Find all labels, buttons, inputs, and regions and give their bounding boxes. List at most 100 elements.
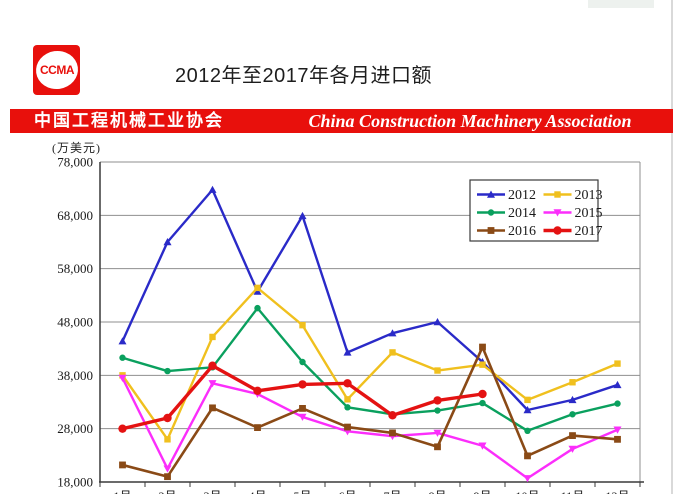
x-tick-label: 2月 — [158, 489, 176, 494]
series-marker-2013 — [524, 396, 531, 404]
series-marker-2015 — [433, 429, 442, 437]
series-marker-2015 — [568, 445, 577, 453]
y-tick-label: 28,000 — [57, 421, 93, 436]
x-tick-label: 9月 — [473, 489, 491, 494]
y-axis-unit-label: (万美元) — [52, 141, 101, 155]
series-marker-2015 — [478, 442, 487, 450]
legend-marker-2013 — [554, 191, 561, 198]
series-marker-2015 — [523, 475, 532, 483]
series-marker-2014 — [479, 399, 486, 407]
y-tick-label: 58,000 — [57, 261, 93, 276]
top-right-artifact — [588, 0, 654, 8]
series-line-2013 — [121, 286, 619, 441]
x-tick-label: 5月 — [293, 489, 311, 494]
series-marker-2016 — [254, 424, 261, 431]
ccma-logo-oval: CCMA — [33, 48, 80, 92]
x-tick-label: 8月 — [428, 489, 446, 494]
series-marker-2014 — [299, 358, 306, 366]
series-marker-2016 — [344, 423, 351, 431]
series-marker-2016 — [434, 443, 441, 451]
series-marker-2013 — [434, 367, 441, 374]
line-chart: 78,000 68,000 58,000 48,000 38,000 28,000 18,0… — [0, 150, 678, 499]
series-marker-2015 — [298, 413, 307, 421]
x-tick-label: 6月 — [338, 489, 356, 494]
x-tick-label: 11月 — [561, 489, 585, 494]
series-marker-2014 — [164, 367, 171, 375]
y-tick-label: 78,000 — [57, 155, 93, 170]
series-marker-2013 — [344, 396, 351, 403]
series-marker-2017 — [163, 413, 172, 423]
x-tick-label: 12月 — [605, 489, 629, 494]
series-marker-2013 — [299, 322, 306, 329]
series-marker-2017 — [298, 380, 307, 389]
x-tick-label: 3月 — [203, 489, 221, 494]
series-marker-2015 — [208, 380, 217, 388]
legend-label-2014: 2014 — [508, 206, 536, 221]
series-marker-2013 — [479, 361, 486, 368]
series-marker-2014 — [524, 427, 531, 434]
series-marker-2017 — [388, 411, 397, 420]
chart-svg: 78,000 68,000 58,000 48,000 38,000 28,000 18,0… — [57, 155, 644, 499]
ccma-logo: CCMA — [33, 45, 80, 95]
series-marker-2017 — [208, 361, 217, 370]
series-line-2014 — [121, 306, 619, 432]
series-marker-2017 — [343, 379, 352, 388]
legend-marker-2017 — [553, 226, 562, 235]
y-tick-label: 68,000 — [57, 208, 93, 223]
page-title: 2012年至2017年各月进口额 — [175, 65, 432, 87]
legend-label-2016: 2016 — [508, 224, 536, 239]
series-marker-2013 — [614, 360, 621, 367]
y-tick-label: 48,000 — [57, 315, 93, 330]
legend-label-2015: 2015 — [575, 206, 603, 221]
series-marker-2017 — [478, 389, 487, 399]
series-marker-2013 — [389, 349, 396, 356]
legend-label-2013: 2013 — [575, 188, 603, 203]
series-marker-2014 — [614, 400, 621, 407]
series-marker-2013 — [209, 333, 216, 341]
series-marker-2016 — [524, 452, 531, 460]
x-tick-label: 1月 — [113, 489, 131, 494]
series-marker-2016 — [569, 432, 576, 439]
association-banner: 中国工程机械工业协会 China Construction Machinery … — [10, 109, 673, 133]
series-marker-2012 — [163, 238, 172, 246]
series-marker-2017 — [433, 396, 442, 405]
series-marker-2012 — [298, 211, 307, 220]
series-marker-2016 — [299, 405, 306, 412]
legend-label-2017: 2017 — [575, 224, 603, 239]
series-marker-2017 — [118, 424, 127, 433]
series-marker-2016 — [479, 343, 486, 351]
series-marker-2014 — [569, 411, 576, 418]
series-marker-2015 — [118, 374, 127, 382]
association-name-cn: 中国工程机械工业协会 — [34, 111, 224, 130]
y-tick-label: 18,000 — [57, 475, 93, 490]
x-tick-label: 4月 — [248, 489, 266, 494]
y-tick-label: 38,000 — [57, 368, 93, 383]
series-marker-2016 — [164, 473, 171, 481]
series-marker-2012 — [523, 406, 532, 414]
association-name-en: China Construction Machinery Association — [308, 111, 632, 131]
series-marker-2012 — [253, 287, 262, 295]
legend-marker-2012 — [487, 190, 495, 198]
series-marker-2016 — [614, 435, 621, 443]
page-right-border — [671, 0, 673, 494]
x-tick-label: 10月 — [515, 489, 539, 494]
series-line-2012 — [121, 188, 619, 412]
series-marker-2017 — [253, 386, 262, 395]
series-marker-2014 — [119, 354, 126, 361]
series-marker-2015 — [163, 465, 172, 473]
x-tick-label: 7月 — [383, 489, 401, 494]
series-marker-2016 — [209, 404, 216, 412]
series-marker-2013 — [164, 436, 171, 443]
series-marker-2012 — [343, 348, 352, 356]
series-marker-2016 — [119, 461, 126, 469]
series-marker-2014 — [434, 407, 441, 414]
series-marker-2012 — [208, 185, 217, 193]
series-marker-2012 — [433, 318, 442, 326]
series-marker-2012 — [388, 329, 397, 337]
series-marker-2012 — [568, 395, 577, 404]
series-marker-2012 — [118, 337, 127, 345]
ccma-logo-text: CCMA — [39, 63, 74, 77]
series-line-2015 — [121, 376, 619, 480]
legend-marker-2016 — [487, 227, 495, 234]
series-marker-2013 — [254, 284, 261, 292]
